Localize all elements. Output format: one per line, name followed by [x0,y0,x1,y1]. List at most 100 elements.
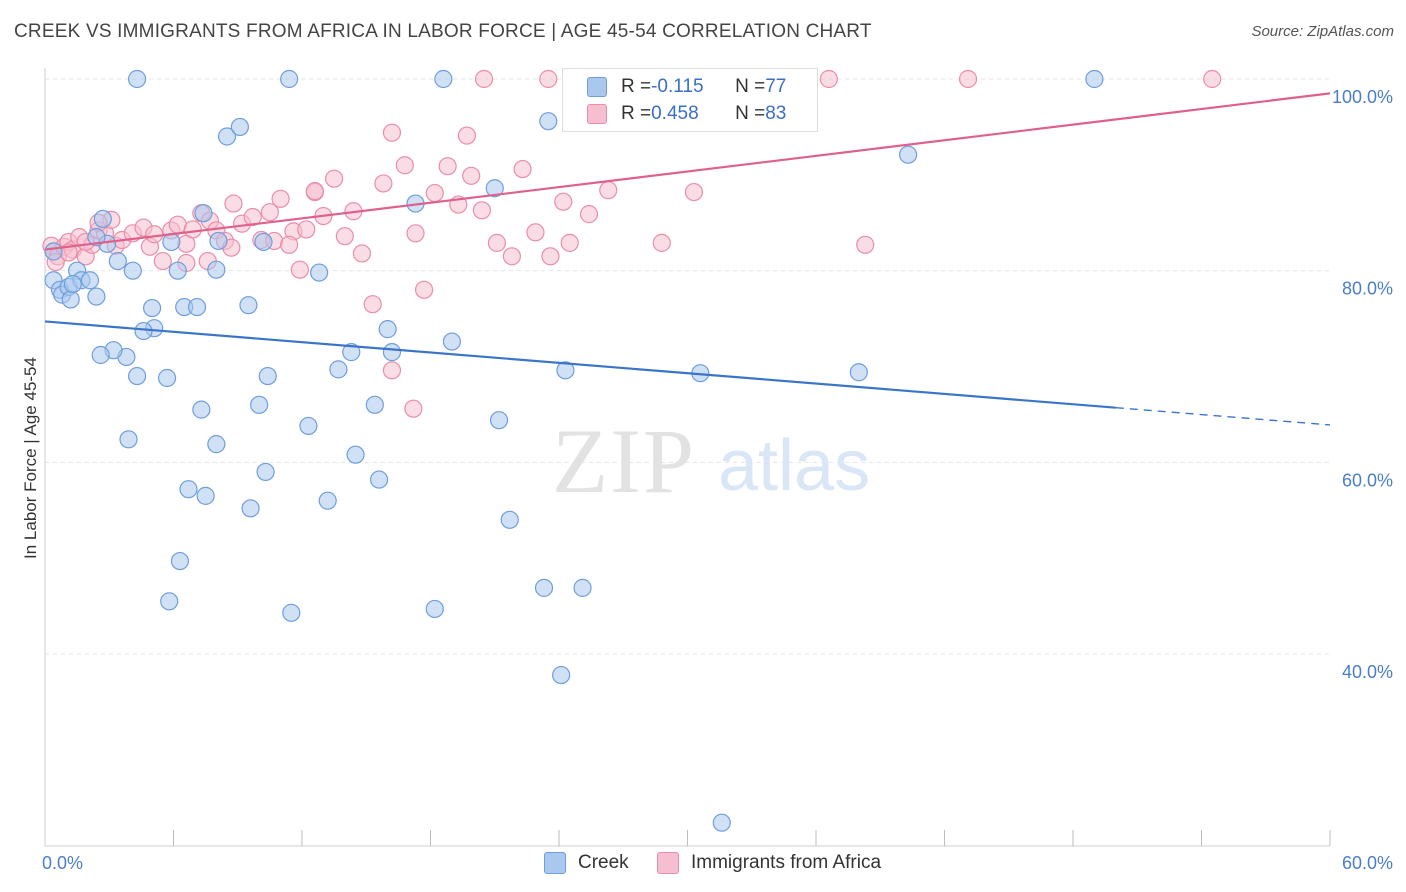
y-tick-label: 80.0% [1342,279,1393,299]
africa-point [526,223,545,242]
africa-point [305,182,324,201]
creek-swatch [587,77,607,97]
africa-point [539,69,558,89]
stats-legend: R = -0.115 N = 77 R = 0.458 N = 83 [562,68,818,132]
creek-point [61,290,80,309]
africa-point [438,157,457,176]
africa-point [290,260,309,279]
africa-point [474,69,494,89]
creek-point [127,69,147,89]
creek-point [552,665,571,685]
africa-point [243,207,262,227]
creek-point [63,274,82,294]
creek-point [534,578,554,597]
creek-trend-extension [1115,407,1331,426]
creek-point [310,263,329,282]
africa-point [425,183,444,203]
creek-point [217,127,237,146]
creek-trend-line [44,320,1116,409]
creek-point [80,271,100,290]
bottom-legend-creek: Creek [544,852,629,874]
africa-trend-line [44,92,1331,251]
africa-point [958,69,978,89]
creek-point [256,462,275,482]
r-label: R = [621,103,652,124]
creek-point [239,296,258,315]
creek-point [434,69,453,89]
creek-point [500,510,519,529]
watermark: ZIP atlas [552,410,870,512]
creek-point [209,231,228,251]
creek-point [168,261,187,280]
legend-row-africa: R = 0.458 N = 83 [587,102,786,126]
creek-point [142,298,162,318]
creek-point [134,321,153,341]
r-value-africa: 0.458 [651,103,699,124]
creek-point [299,416,318,436]
creek-point [539,112,558,131]
africa-point [224,194,243,213]
africa-point [260,203,279,222]
creek-point [241,499,260,518]
creek-point [849,363,868,382]
africa-point [472,201,491,220]
creek-point [280,69,299,89]
creek-point [318,491,337,510]
y-tick-label: 60.0% [1342,470,1393,490]
creek-point [87,287,106,306]
africa-legend-swatch [657,852,679,874]
creek-point [194,204,213,223]
y-tick-label: 100.0% [1332,87,1393,107]
creek-point [1085,69,1104,89]
africa-point [502,247,521,266]
africa-point [819,69,838,89]
creek-point [123,261,142,280]
y-tick-label: 40.0% [1342,662,1393,682]
africa-swatch [587,104,607,124]
africa-point [335,227,354,246]
africa-point [652,233,671,252]
creek-legend-swatch [544,852,566,874]
axes [44,68,1331,847]
creek-point [346,445,365,464]
creek-point [329,360,348,379]
africa-point [382,123,402,142]
africa-point [513,159,532,179]
creek-point [207,435,226,454]
creek-point [365,395,384,414]
africa-point [684,182,704,202]
bottom-legend-africa: Immigrants from Africa [657,852,881,874]
africa-point [1203,69,1222,89]
africa-point [297,220,316,239]
creek-point [254,232,273,252]
africa-point [395,156,414,175]
creek-point [282,603,301,622]
creek-point [370,470,389,489]
africa-point [153,251,172,271]
africa-point [404,399,423,418]
creek-point [485,179,504,198]
grid-lines [45,78,1330,655]
r-value-creek: -0.115 [651,76,704,97]
africa-point [560,233,579,252]
creek-point [157,368,177,388]
creek-point [91,345,110,365]
creek-point [127,366,147,386]
creek-point [712,813,731,832]
x-tick-label: 0.0% [42,853,83,873]
africa-point [183,220,202,239]
creek-point [160,592,179,611]
africa-point [280,235,299,254]
chart-title: CREEK VS IMMIGRANTS FROM AFRICA IN LABOR… [14,21,872,42]
africa-point [374,174,393,193]
africa-point [541,247,560,266]
x-tick-label: 60.0% [1342,853,1393,873]
trend-lines [44,92,1331,426]
creek-point [179,480,198,499]
africa-point [325,169,344,188]
n-label: N = [735,76,766,97]
creek-legend-label: Creek [578,852,629,873]
africa-point [271,189,290,208]
creek-point [489,411,509,430]
africa-point [352,244,372,263]
